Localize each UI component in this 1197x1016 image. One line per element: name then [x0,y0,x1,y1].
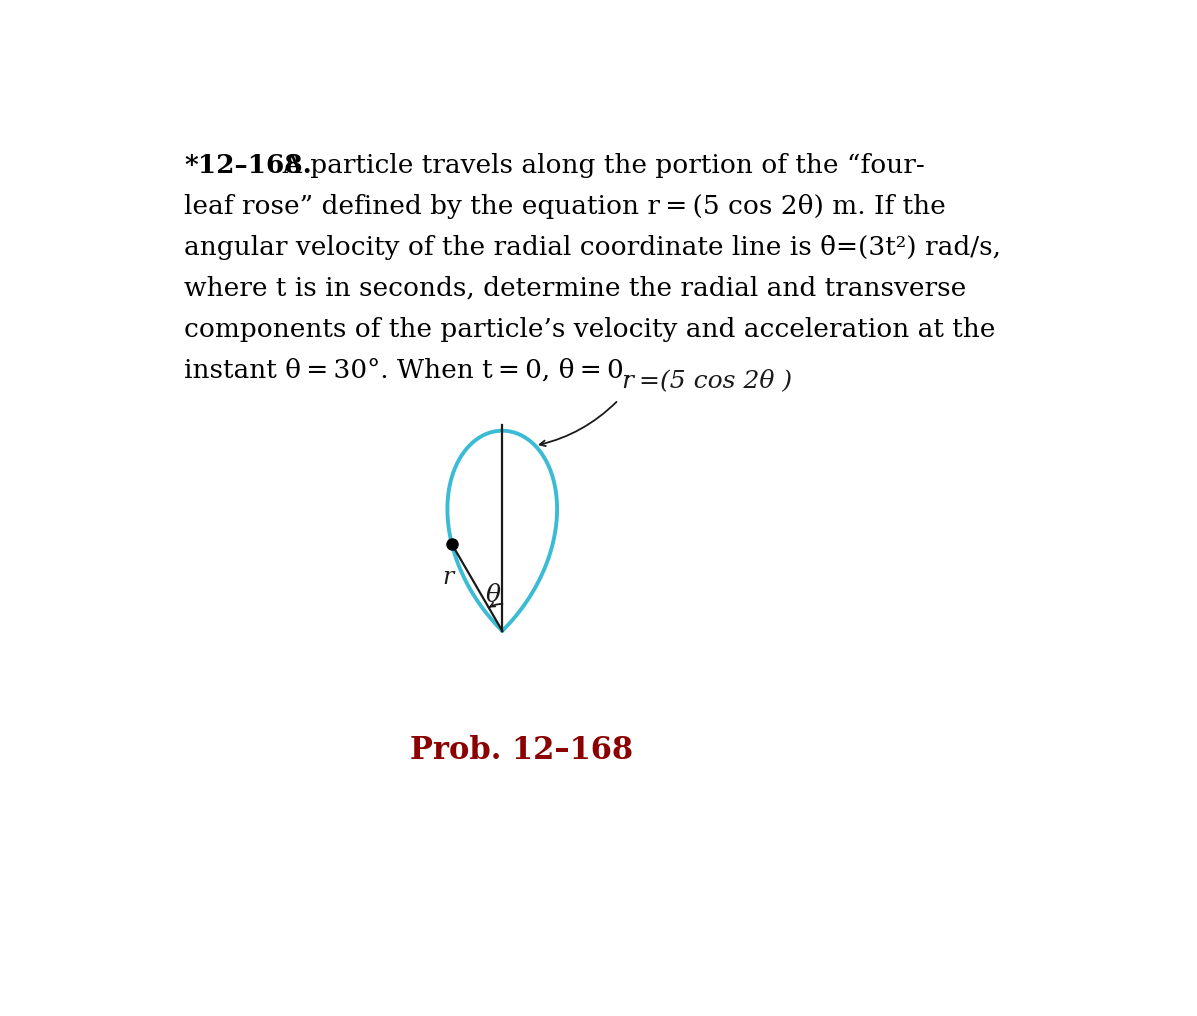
Text: angular velocity of the radial coordinate line is θ̇=(3t²) rad/s,: angular velocity of the radial coordinat… [184,235,1002,260]
Text: A particle travels along the portion of the “four-: A particle travels along the portion of … [266,153,924,179]
Text: leaf rose” defined by the equation r = (5 cos 2θ) m. If the: leaf rose” defined by the equation r = (… [184,194,947,219]
Text: θ: θ [485,584,500,608]
Text: where t is in seconds, determine the radial and transverse: where t is in seconds, determine the rad… [184,276,967,301]
Text: Prob. 12–168: Prob. 12–168 [411,735,633,766]
Text: r: r [443,566,454,588]
Text: *12–168.: *12–168. [184,153,312,179]
Text: r =(5 cos 2θ ): r =(5 cos 2θ ) [622,369,792,392]
Text: components of the particle’s velocity and acceleration at the: components of the particle’s velocity an… [184,317,996,341]
Text: instant θ = 30°. When t = 0, θ = 0.: instant θ = 30°. When t = 0, θ = 0. [184,358,633,383]
